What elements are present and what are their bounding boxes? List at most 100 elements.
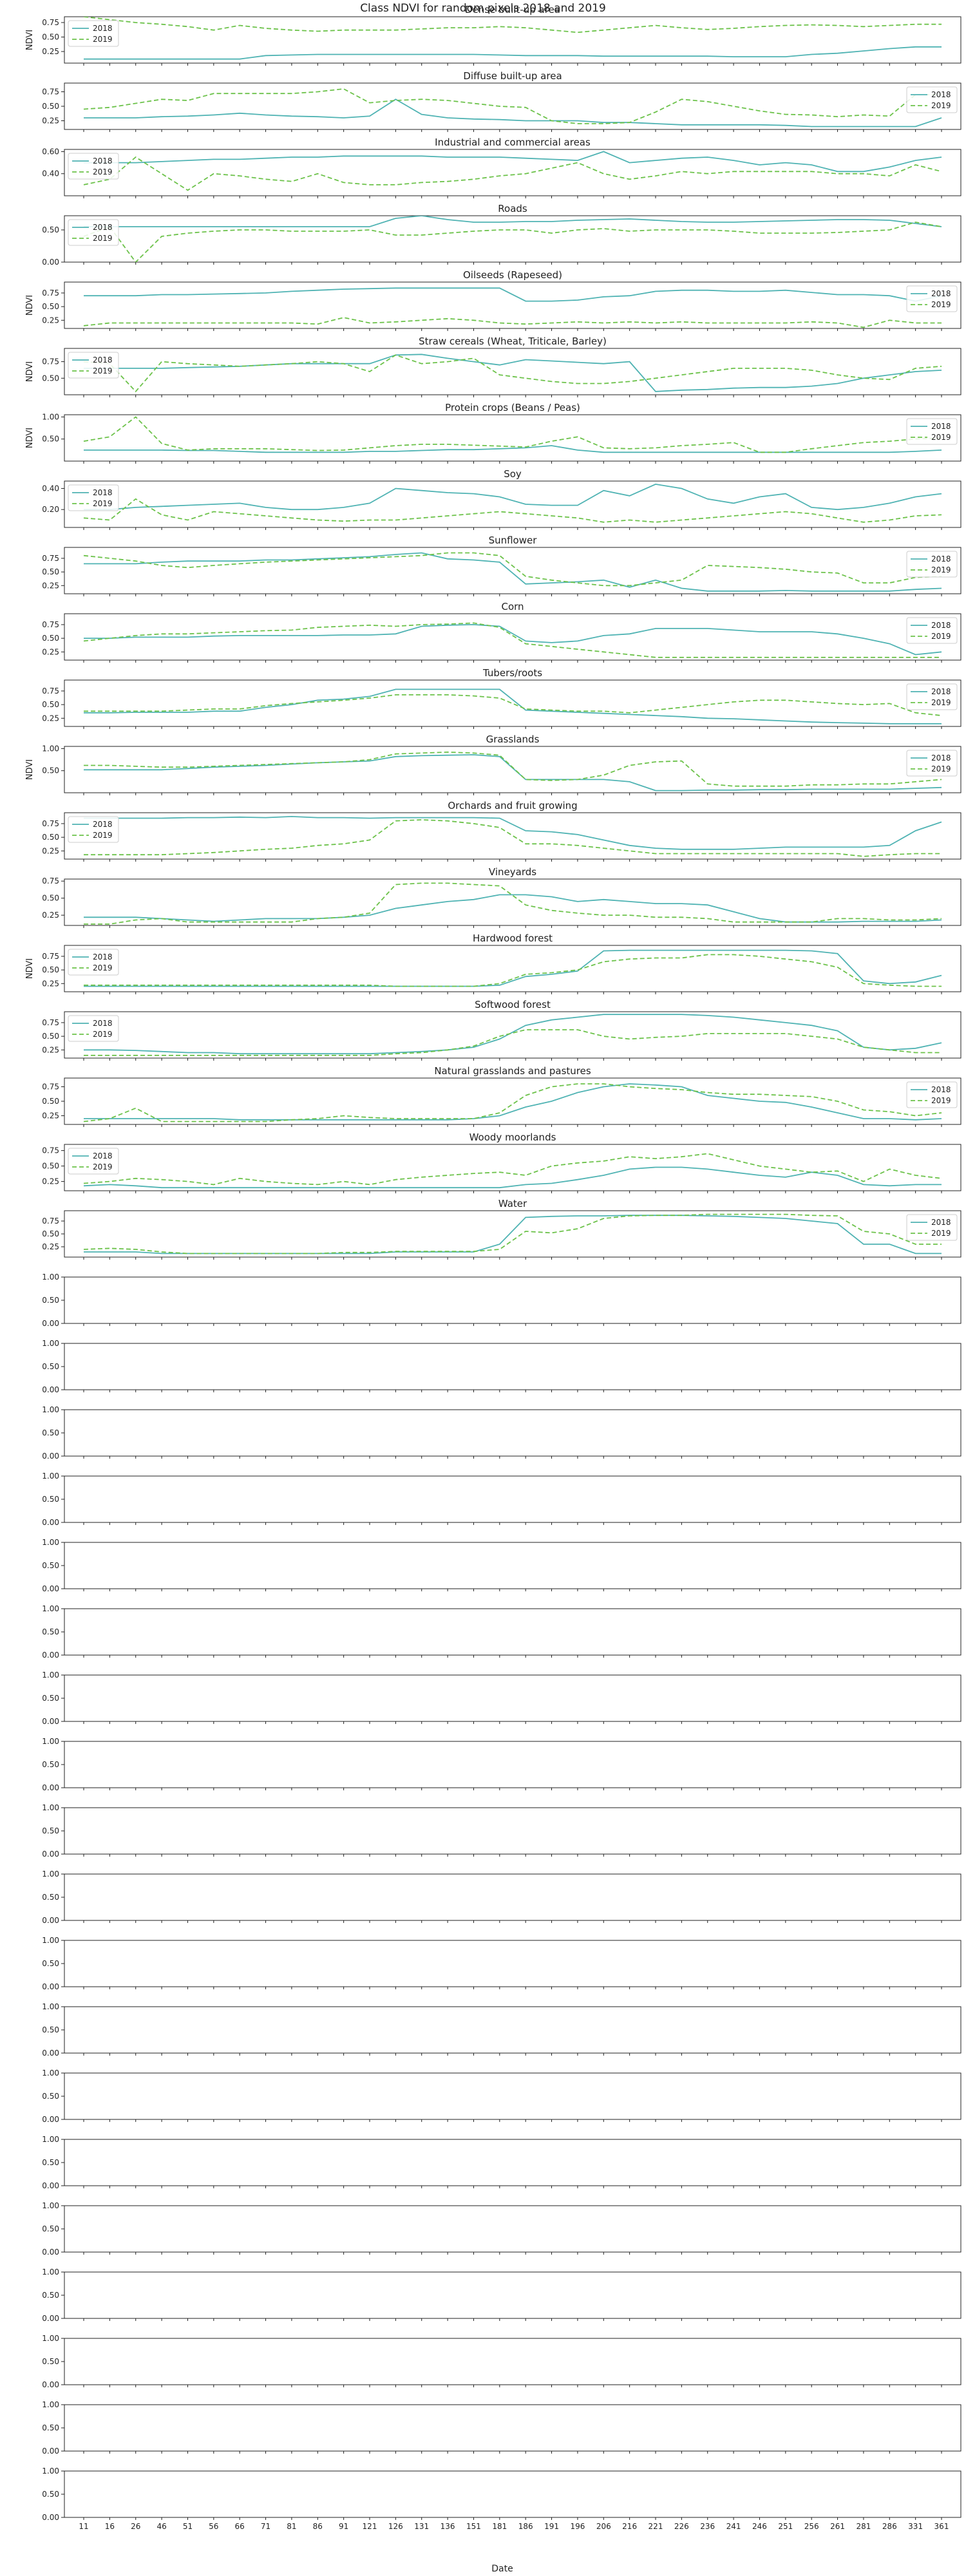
x-tick-label: 286	[882, 2522, 897, 2531]
panel-2-legend-label: 2018	[93, 156, 113, 166]
panel-12-legend-box	[68, 816, 119, 843]
panel-7-legend-label: 2019	[93, 499, 113, 508]
empty-panel-6-ytick-label: 0.50	[42, 1694, 59, 1703]
empty-panel-1-ytick-label: 0.00	[42, 1385, 59, 1394]
empty-panel-11-frame	[64, 2006, 961, 2054]
chart-panels: Dense built-up areaNDVI0.250.500.7520182…	[25, 4, 961, 2522]
panel-15: Softwood forest 0.25 0.50 0.75 2018 2019	[42, 999, 961, 1061]
panel-0-frame	[64, 16, 961, 64]
panel-1-ytick-label: 0.25	[42, 117, 59, 126]
x-tick-label: 126	[388, 2522, 403, 2531]
panel-5-legend-label: 2018	[93, 355, 113, 365]
panel-4-ytick-label: 0.25	[42, 316, 59, 325]
panel-7-series-2018	[84, 483, 942, 511]
panel-12-series-2019	[84, 819, 942, 857]
empty-panel-10-ytick-label: 1.00	[42, 1936, 59, 1945]
panel-11: Grasslands NDVI 0.50 1.00 2018 2019	[25, 734, 961, 795]
panel-0-ytick-label: 0.50	[42, 33, 59, 42]
empty-panel-6-ytick-label: 1.00	[42, 1671, 59, 1680]
panel-11-title: Grasslands	[486, 734, 540, 745]
panel-1-legend-label: 2019	[931, 101, 951, 110]
empty-panel-14-ytick-label: 0.50	[42, 2224, 59, 2233]
panel-9-ytick-label: 0.75	[42, 620, 59, 629]
empty-panel-15-ytick-label: 0.50	[42, 2291, 59, 2300]
panel-11-ytick-label: 1.00	[42, 744, 59, 753]
empty-panel-2-frame	[64, 1409, 961, 1457]
empty-panel-15-ytick-label: 0.00	[42, 2314, 59, 2323]
panel-3-legend-label: 2018	[93, 223, 113, 232]
panel-15-ytick-label: 0.25	[42, 1045, 59, 1054]
x-tick-label: 51	[183, 2522, 193, 2531]
panel-14-legend-label: 2018	[93, 952, 113, 961]
panel-1-legend-label: 2018	[931, 90, 951, 99]
panel-13-title: Vineyards	[489, 866, 536, 878]
panel-7-legend-box	[68, 484, 119, 511]
x-tick-label: 196	[570, 2522, 585, 2531]
empty-panel-18-ytick-label: 0.50	[42, 2490, 59, 2499]
panel-0-legend-label: 2018	[93, 24, 113, 33]
panel-17-ytick-label: 0.50	[42, 1162, 59, 1171]
empty-panel-7-frame	[64, 1741, 961, 1788]
empty-panel-14-ytick-label: 0.00	[42, 2248, 59, 2257]
empty-panel-16-ytick-label: 0.50	[42, 2357, 59, 2366]
empty-panel-8-ytick-label: 0.50	[42, 1826, 59, 1835]
panel-13-series-2018	[84, 894, 942, 923]
panel-12-ytick-label: 0.75	[42, 819, 59, 828]
panel-17-frame	[64, 1144, 961, 1191]
panel-8-ytick-label: 0.75	[42, 554, 59, 563]
panel-1-ytick-label: 0.75	[42, 88, 59, 97]
empty-panel-7: 0.00 0.50 1.00	[42, 1737, 961, 1792]
x-axis-label: Date	[491, 2564, 513, 2574]
panel-6-series-2018	[84, 445, 942, 453]
x-tick-label: 71	[261, 2522, 270, 2531]
panel-11-ytick-label: 0.50	[42, 766, 59, 775]
panel-4-ytick-label: 0.50	[42, 302, 59, 311]
empty-panel-9-ytick-label: 0.50	[42, 1893, 59, 1902]
empty-panel-8: 0.00 0.50 1.00	[42, 1803, 961, 1859]
x-axis: 11 16 26 46 51 56 66 71 81 86 91 121 126 131 136 151 181…	[79, 2522, 949, 2531]
panel-12-title: Orchards and fruit growing	[448, 800, 577, 811]
empty-panel-3-frame	[64, 1475, 961, 1523]
panel-12-legend-label: 2019	[93, 831, 113, 840]
empty-panel-9-ytick-label: 1.00	[42, 1870, 59, 1879]
panel-5-legend-label: 2019	[93, 366, 113, 375]
panel-12-ytick-label: 0.50	[42, 833, 59, 842]
panel-9-legend: 2018 2019	[906, 617, 958, 644]
panel-16-series-2019	[83, 1083, 942, 1122]
panel-15-ytick-label: 0.75	[42, 1018, 59, 1027]
panel-3: Roads 0.00 0.50 2018 2019	[42, 203, 961, 267]
empty-panel-17-ytick-label: 0.50	[42, 2423, 59, 2432]
panel-10-legend-box	[906, 683, 958, 710]
panel-6-frame	[64, 414, 961, 462]
x-tick-label: 81	[287, 2522, 296, 2531]
panel-6-legend-box	[906, 418, 958, 445]
panel-2-series-2018	[84, 151, 942, 173]
panel-8-series-2018	[84, 552, 942, 592]
empty-panel-3-ytick-label: 0.50	[42, 1495, 59, 1504]
empty-panel-18-frame	[64, 2470, 961, 2518]
panel-1-legend-box	[906, 86, 958, 113]
empty-panel-17-ytick-label: 1.00	[42, 2400, 59, 2409]
empty-panel-11: 0.00 0.50 1.00	[42, 2002, 961, 2058]
panel-9-series-2019	[83, 622, 942, 658]
panel-9-legend-label: 2019	[931, 632, 951, 641]
panel-17-ytick-label: 0.75	[42, 1146, 59, 1155]
x-tick-label: 46	[156, 2522, 166, 2531]
panel-2-legend-label: 2019	[93, 167, 113, 176]
panel-13-frame	[64, 878, 961, 926]
panel-10-frame	[64, 679, 961, 727]
empty-panel-4: 0.00 0.50 1.00	[42, 1538, 961, 1593]
empty-panel-17-ytick-label: 0.00	[42, 2447, 59, 2456]
empty-panel-8-frame	[64, 1807, 961, 1855]
panel-18-legend-label: 2018	[931, 1218, 951, 1227]
panel-6-legend-label: 2019	[931, 433, 951, 442]
empty-panel-4-frame	[64, 1542, 961, 1589]
empty-panel-17: 0.00 0.50 1.00	[42, 2400, 961, 2456]
panel-10-ytick-label: 0.25	[42, 714, 59, 723]
panel-4-legend-label: 2019	[931, 300, 951, 309]
panel-1-series-2019	[83, 88, 942, 124]
empty-panel-16-ytick-label: 0.00	[42, 2380, 59, 2389]
panel-7-ytick-label: 0.40	[42, 484, 59, 493]
